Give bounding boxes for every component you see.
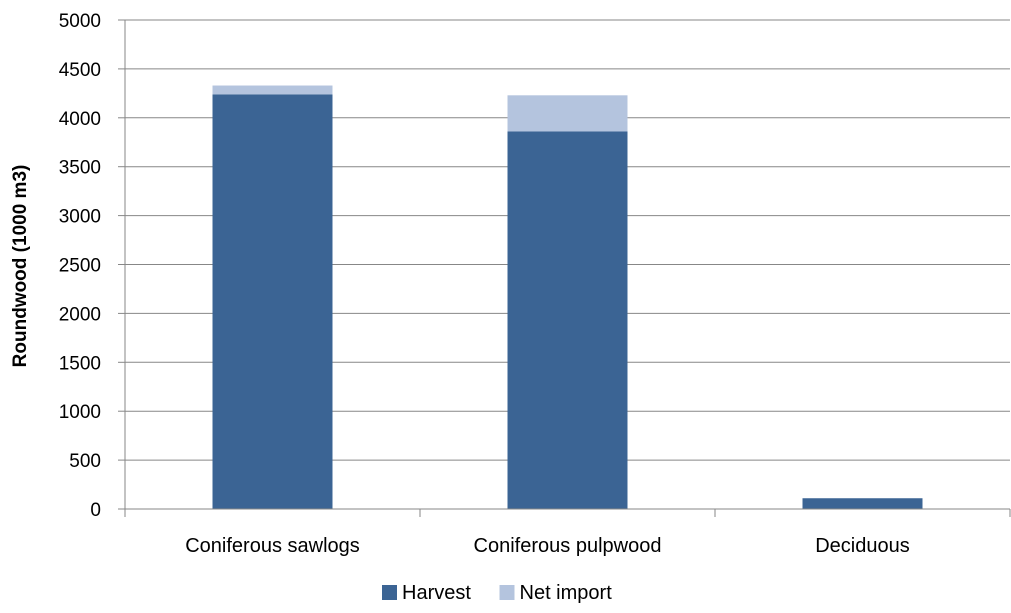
x-category-label: Deciduous	[815, 535, 910, 557]
bar-net-import	[212, 85, 333, 95]
y-tick-label: 3000	[59, 207, 101, 228]
y-tick-label: 0	[90, 500, 101, 521]
bar-harvest	[507, 131, 628, 509]
y-tick-label: 5000	[59, 11, 101, 32]
legend-swatch	[499, 585, 515, 600]
legend-label: Net import	[520, 582, 613, 604]
y-tick-label: 500	[69, 451, 101, 472]
x-category-label: Coniferous pulpwood	[474, 535, 662, 557]
y-tick-label: 1500	[59, 353, 101, 374]
y-tick-label: 4500	[59, 60, 101, 81]
y-tick-label: 2000	[59, 304, 101, 325]
y-axis-ticks: 0 500 1000 1500 2000 2500 3000 3500 4000 4500 5000	[59, 11, 126, 521]
bar-harvest	[212, 94, 333, 509]
bar-harvest	[802, 498, 923, 509]
legend-label: Harvest	[402, 582, 471, 604]
y-tick-label: 1000	[59, 402, 101, 423]
bars	[212, 85, 923, 509]
bar-net-import	[507, 95, 628, 132]
legend-swatch	[382, 585, 397, 600]
y-tick-label: 3500	[59, 158, 101, 179]
y-tick-label: 4000	[59, 109, 101, 130]
legend: Harvest Net import	[382, 582, 612, 604]
y-tick-label: 2500	[59, 256, 101, 277]
x-category-label: Coniferous sawlogs	[185, 535, 360, 557]
y-axis-title: Roundwood (1000 m3)	[10, 165, 31, 368]
x-axis: Coniferous sawlogs Coniferous pulpwood Dec…	[124, 508, 1011, 557]
